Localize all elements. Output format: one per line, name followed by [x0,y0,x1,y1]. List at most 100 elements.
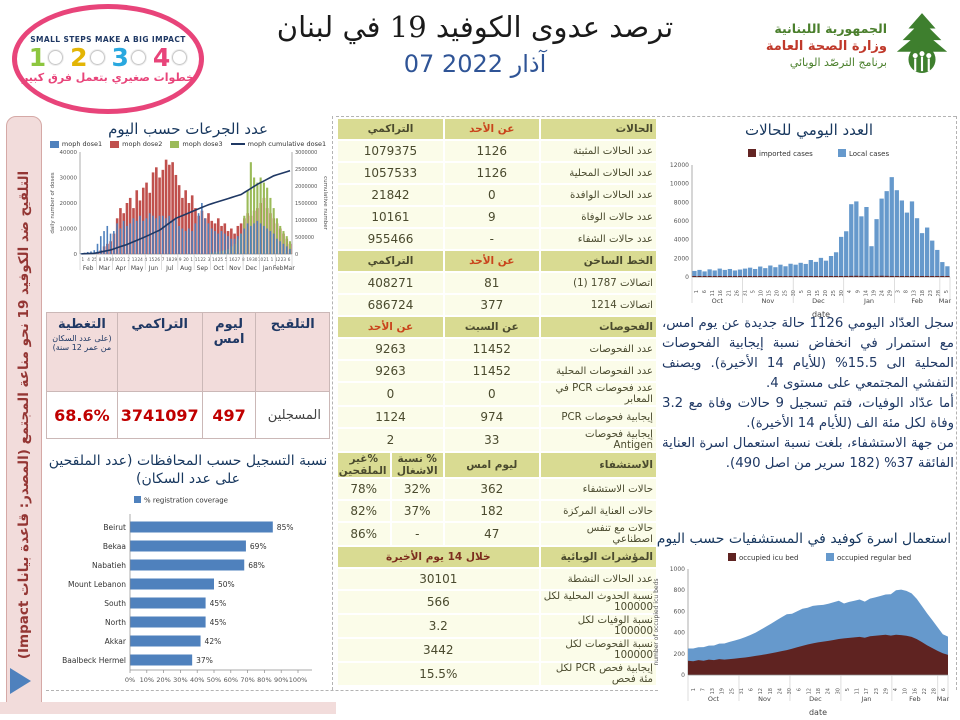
table-header-cell: التراكمي [338,251,443,271]
table-cell: عدد الحالات النشطة [540,569,656,589]
table-cell: إيجابية فحص PCR لكل مئة فحص [540,663,656,685]
svg-text:45%: 45% [210,599,227,608]
svg-text:23: 23 [874,688,880,694]
table-header-cell: عن الأحد [338,317,443,337]
svg-text:18: 18 [920,290,926,296]
icu-beds-area [688,634,948,675]
svg-text:19: 19 [871,290,877,296]
table-cell: عدد الحالات المثبتة [540,141,656,161]
svg-text:30: 30 [835,688,841,694]
svg-text:11: 11 [195,257,201,262]
svg-text:Jan: Jan [860,695,871,703]
svg-text:3000000: 3000000 [295,150,317,156]
legend-item: moph dose3 [170,140,223,148]
svg-text:68%: 68% [248,561,265,570]
svg-text:8: 8 [99,257,102,262]
svg-text:Dec: Dec [245,265,257,272]
vacc-yesterday-value: 497 [201,391,257,439]
svg-text:1000: 1000 [670,566,685,573]
svg-text:4000: 4000 [674,237,689,244]
svg-text:0: 0 [295,252,298,258]
table-cell: حالات مع تنفس اصطناعي [540,523,656,545]
svg-text:31: 31 [739,688,745,694]
table-cell: 81 [444,273,539,293]
table-cell: 30101 [338,569,539,589]
svg-text:date: date [812,310,830,319]
svg-text:18: 18 [768,688,774,694]
svg-text:5: 5 [845,688,851,691]
svg-text:Aug: Aug [180,265,192,272]
svg-text:40%: 40% [190,676,204,684]
svg-text:1: 1 [190,257,193,262]
table-cell: 1079375 [338,141,443,161]
daily-cases-chart: imported cases Local cases 0 2000 4000 6000 80… [660,139,958,331]
svg-text:29: 29 [172,257,178,262]
table-header-cell: عن الأحد [444,119,539,139]
svg-text:12000: 12000 [670,162,689,169]
svg-text:15: 15 [767,290,773,296]
table-cell: 9263 [338,361,443,381]
svg-text:3: 3 [896,290,902,293]
svg-text:25: 25 [92,257,98,262]
doses-chart-panel: عدد الجرعات حسب اليوم moph dose1 moph dos… [46,120,330,290]
svg-text:50%: 50% [207,676,221,684]
svg-text:6000: 6000 [674,218,689,225]
svg-text:Nov: Nov [762,297,775,305]
vacc-header-coverage: التغطية (على عدد السكان من عمر 12 سنة) [46,312,118,392]
table-cell: حالات الاستشفاء [540,479,656,499]
svg-text:Mar: Mar [99,265,111,272]
svg-text:30: 30 [109,257,115,262]
svg-text:1: 1 [694,290,700,293]
table-header-cell: %غير الملقحين [338,453,390,477]
table-cell: عدد فحوصات PCR في المعابر [540,383,656,405]
svg-text:40000: 40000 [60,150,78,156]
table-cell: 11452 [444,339,539,359]
svg-text:Sep: Sep [197,265,209,272]
svg-text:85%: 85% [277,523,294,532]
table-cell: 3442 [338,639,539,661]
svg-text:0: 0 [681,672,685,679]
table-header-cell: % نسبة الاشغال [391,453,443,477]
vaccination-sidebar-banner: التلقيح ضد الكوفيد 19 نحو مناعة المجتمع … [6,116,42,714]
table-cell: 10161 [338,207,443,227]
svg-text:Jan: Jan [262,265,272,272]
svg-text:1500000: 1500000 [295,201,317,207]
daily-cases-title: العدد اليومي للحالات [744,121,874,139]
beds-chart-title: استعمال اسرة كوفيد في المستشفيات حسب الي… [656,531,952,547]
svg-text:24: 24 [137,257,143,262]
table-cell: 2 [338,429,443,451]
table-cell: 32% [391,479,443,499]
svg-text:5: 5 [799,290,805,293]
svg-text:30: 30 [791,290,797,296]
svg-text:Nov: Nov [758,695,771,703]
svg-text:12: 12 [275,257,281,262]
svg-text:Local cases: Local cases [849,150,889,158]
analysis-paragraph-1: سجل العدّاد اليومي 1126 حالة جديدة عن يو… [662,316,954,391]
svg-text:2500000: 2500000 [295,167,317,173]
svg-text:25: 25 [729,688,735,694]
registration-bar [130,635,201,647]
svg-text:21: 21 [120,257,126,262]
registration-bar [130,578,214,590]
table-header-cell: خلال 14 يوم الأخيرة [338,547,539,567]
svg-text:80%: 80% [257,676,271,684]
svg-text:19: 19 [246,257,252,262]
svg-text:800: 800 [674,587,686,594]
table-header-cell: عن الأحد [444,251,539,271]
svg-text:Beirut: Beirut [103,523,126,532]
svg-text:6: 6 [288,257,291,262]
svg-text:4: 4 [145,257,148,262]
svg-text:15: 15 [149,257,155,262]
svg-text:Feb: Feb [911,297,923,305]
legend-item: moph dose1 [49,140,102,148]
table-cell: اتصالات 1787 (1) [540,273,656,293]
svg-text:23: 23 [281,257,287,262]
local-cases-bars [692,177,950,277]
svg-text:6: 6 [749,688,755,691]
svg-text:25: 25 [783,290,789,296]
table-cell: عدد حالات الشفاء [540,229,656,249]
svg-text:Nov: Nov [229,265,241,272]
beds-chart-panel: استعمال اسرة كوفيد في المستشفيات حسب الي… [650,531,958,720]
svg-text:10: 10 [115,257,121,262]
svg-text:Baalbeck Hermel: Baalbeck Hermel [62,656,126,665]
